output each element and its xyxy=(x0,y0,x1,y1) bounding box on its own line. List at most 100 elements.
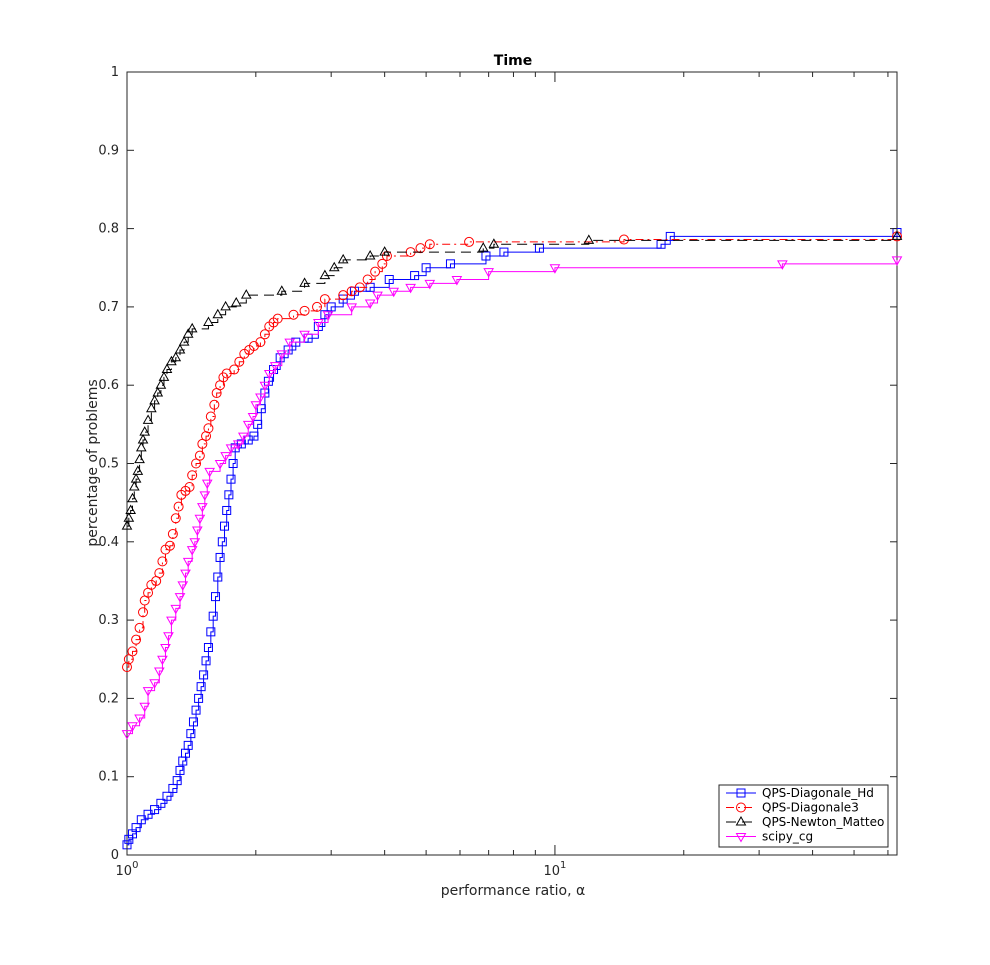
data-point xyxy=(203,423,214,434)
data-point xyxy=(123,512,135,522)
data-point xyxy=(481,251,491,261)
data-point xyxy=(153,667,165,678)
data-point xyxy=(138,607,149,618)
data-point xyxy=(256,404,266,414)
data-point xyxy=(232,440,244,450)
data-point xyxy=(184,481,195,492)
data-point xyxy=(259,381,271,392)
data-point xyxy=(269,362,281,372)
data-point xyxy=(424,279,436,290)
y-tick-label: 0.8 xyxy=(98,222,119,237)
data-point xyxy=(196,682,206,692)
legend-entry: QPS-Diagonale_Hd xyxy=(726,786,874,800)
data-point xyxy=(364,249,376,260)
data-point xyxy=(384,274,394,284)
data-point xyxy=(424,239,435,250)
data-point xyxy=(213,572,223,582)
data-point xyxy=(132,465,144,475)
data-point xyxy=(156,798,166,808)
y-tick-label: 0.1 xyxy=(98,770,119,785)
y-tick-label: 0 xyxy=(111,848,119,863)
series-QPS-Diagonale3 xyxy=(122,231,902,673)
data-point xyxy=(209,399,220,410)
data-point xyxy=(134,714,145,724)
data-point xyxy=(253,419,263,429)
data-point xyxy=(255,337,266,348)
data-point xyxy=(410,271,420,281)
data-point xyxy=(451,275,463,286)
data-point xyxy=(206,627,216,637)
data-point xyxy=(240,289,252,299)
data-point xyxy=(263,369,275,380)
data-point xyxy=(203,643,213,653)
data-point xyxy=(211,592,221,602)
data-point xyxy=(149,679,160,689)
data-point xyxy=(237,432,249,443)
data-point xyxy=(275,353,285,363)
data-point xyxy=(187,470,198,481)
data-point xyxy=(131,634,142,645)
data-point xyxy=(163,632,174,642)
data-point xyxy=(220,452,231,462)
data-point xyxy=(337,253,349,264)
data-point xyxy=(191,705,201,715)
data-point xyxy=(421,263,431,273)
data-point xyxy=(220,521,230,531)
data-point xyxy=(121,520,133,530)
data-point xyxy=(143,809,153,819)
data-point xyxy=(127,646,138,657)
data-point xyxy=(255,393,266,403)
data-point xyxy=(194,693,204,703)
data-point xyxy=(276,350,288,360)
data-point xyxy=(139,702,151,713)
data-point xyxy=(228,459,238,468)
data-point xyxy=(217,537,227,547)
data-point xyxy=(173,501,184,512)
data-point xyxy=(364,299,376,310)
legend-label: QPS-Diagonale3 xyxy=(762,801,859,815)
data-point xyxy=(142,414,154,424)
data-point xyxy=(128,480,140,491)
data-point xyxy=(220,300,231,311)
data-point xyxy=(150,805,160,815)
data-point xyxy=(194,514,206,525)
data-point xyxy=(259,329,270,340)
x-tick-label: 100 xyxy=(116,860,139,879)
data-point xyxy=(136,815,146,825)
data-point xyxy=(161,363,173,374)
x-tick-label: 101 xyxy=(543,860,566,879)
legend-entry: QPS-Newton_Matteo xyxy=(726,815,884,829)
legend-label: QPS-Diagonale_Hd xyxy=(762,786,874,800)
data-point xyxy=(215,552,225,562)
legend-marker xyxy=(736,802,746,813)
data-point xyxy=(549,264,561,274)
data-point xyxy=(183,740,193,750)
data-point xyxy=(178,336,190,346)
data-point xyxy=(182,328,194,338)
data-point xyxy=(346,303,358,313)
data-point xyxy=(145,402,157,413)
data-point xyxy=(186,322,198,333)
data-point xyxy=(157,556,168,567)
y-tick-label: 0.6 xyxy=(98,378,119,393)
data-point xyxy=(276,285,288,295)
data-point xyxy=(370,266,381,277)
y-tick-label: 0.7 xyxy=(98,300,119,315)
data-point xyxy=(299,277,310,287)
data-point xyxy=(224,490,234,500)
data-point xyxy=(137,433,149,444)
data-point xyxy=(583,234,595,244)
data-point xyxy=(166,616,177,627)
data-point xyxy=(405,283,416,294)
data-point xyxy=(415,243,426,254)
legend-marker xyxy=(735,833,747,843)
data-point xyxy=(226,474,236,484)
data-point xyxy=(891,230,903,240)
data-point xyxy=(139,426,151,436)
data-point xyxy=(299,330,310,341)
legend-marker xyxy=(736,788,746,798)
data-point xyxy=(222,505,232,515)
data-point xyxy=(152,387,164,397)
data-point xyxy=(319,269,331,280)
data-point xyxy=(354,282,365,293)
